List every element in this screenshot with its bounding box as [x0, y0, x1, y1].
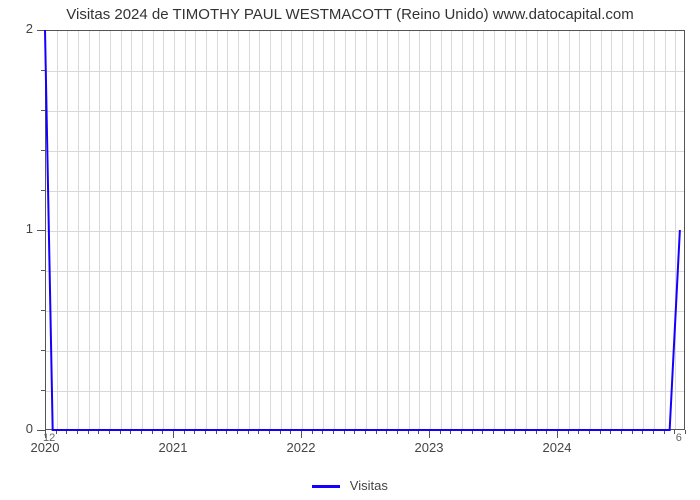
series-line-layer: [0, 0, 700, 500]
series-line: [45, 30, 680, 430]
data-point-label: 6: [676, 432, 682, 444]
chart-container: Visitas 2024 de TIMOTHY PAUL WESTMACOTT …: [0, 0, 700, 500]
data-point-label: 12: [43, 432, 55, 444]
